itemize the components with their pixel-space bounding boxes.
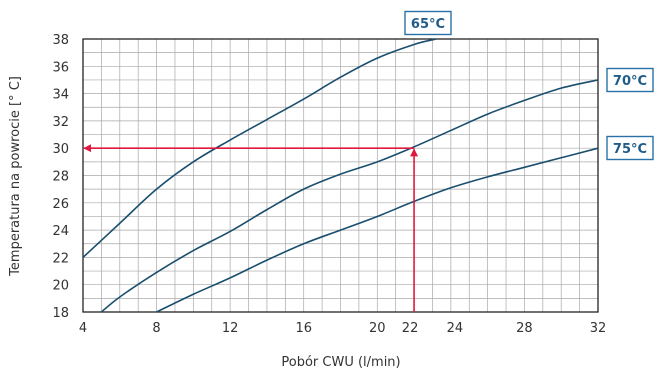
series-label-75c: 75°C [606, 135, 654, 161]
series-label-box [404, 10, 452, 36]
y-tick-label: 22 [52, 251, 69, 266]
series-label-65c: 65°C [404, 10, 452, 36]
series-line-70c [100, 79, 599, 313]
series-label-box [606, 67, 654, 93]
reading-markers [83, 144, 419, 312]
y-axis-title: Temperatura na powrocie [° C] [8, 76, 23, 277]
y-tick-label: 28 [52, 170, 69, 185]
series-label-box [606, 135, 654, 161]
x-tick-label: 24 [447, 321, 464, 336]
y-tick-label: 38 [52, 33, 69, 48]
x-tick-label: 22 [402, 321, 419, 336]
y-tick-label: 18 [52, 306, 69, 321]
series-label-text: 70°C [613, 74, 647, 89]
series-labels: 65°C 70°C 75°C [404, 10, 654, 161]
y-tick-label: 26 [52, 197, 69, 212]
x-tick-label: 32 [590, 321, 607, 336]
x-tick-label: 8 [152, 321, 160, 336]
series-line-65c [82, 38, 437, 258]
x-tick-label: 20 [369, 321, 386, 336]
y-tick-label: 36 [52, 60, 69, 75]
x-tick-label: 16 [295, 321, 312, 336]
y-tick-label: 30 [52, 142, 69, 157]
series-label-text: 75°C [613, 142, 647, 157]
y-tick-label: 24 [52, 224, 69, 239]
series-label-70c: 70°C [606, 67, 654, 93]
tick-labels: 4 8 12 16 20 22 24 28 32 18 20 22 24 26 28 30 32 34 36 38 [52, 33, 606, 336]
series-line-75c [156, 147, 599, 313]
x-axis-title: Pobór CWU (l/min) [281, 355, 400, 370]
y-tick-label: 34 [52, 88, 69, 103]
plot-frame [82, 38, 599, 313]
y-tick-label: 20 [52, 279, 69, 294]
x-tick-label: 28 [516, 321, 533, 336]
grid [82, 38, 599, 313]
x-tick-label: 12 [222, 321, 239, 336]
curves [82, 38, 599, 313]
x-tick-label: 4 [79, 321, 87, 336]
series-label-text: 65°C [411, 17, 445, 32]
y-tick-label: 32 [52, 115, 69, 130]
